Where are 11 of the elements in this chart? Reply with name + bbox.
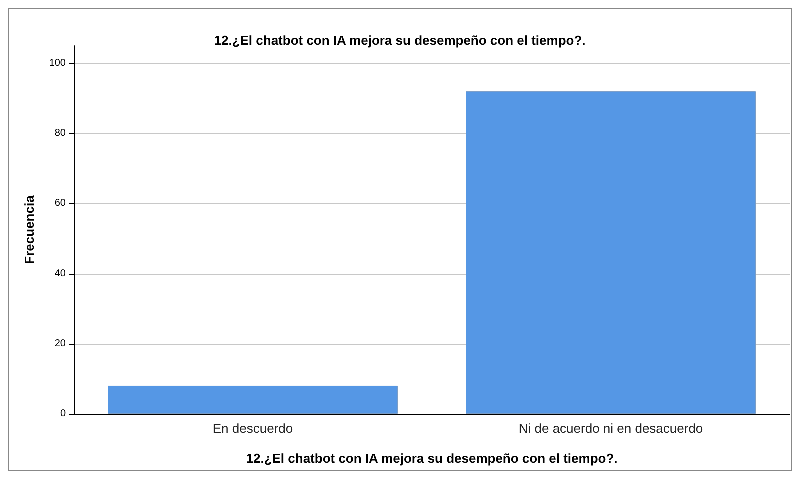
- y-tick-label: 100: [49, 58, 66, 70]
- y-tick-label: 80: [54, 128, 66, 140]
- chart-title: 12.¿El chatbot con IA mejora su desempeño con el tiempo?.: [214, 33, 586, 48]
- y-axis-title: Frecuencia: [22, 194, 37, 264]
- x-tick-label: En descuerdo: [212, 421, 294, 436]
- y-tick-label: 20: [54, 338, 66, 350]
- x-tick-label: Ni de acuerdo ni en desacuerdo: [518, 421, 704, 436]
- x-axis-title: 12.¿El chatbot con IA mejora su desempeño con el tiempo?.: [246, 451, 618, 466]
- y-tick-label: 60: [54, 198, 66, 210]
- y-tick-label: 0: [60, 408, 66, 420]
- y-tick-label: 40: [54, 268, 66, 280]
